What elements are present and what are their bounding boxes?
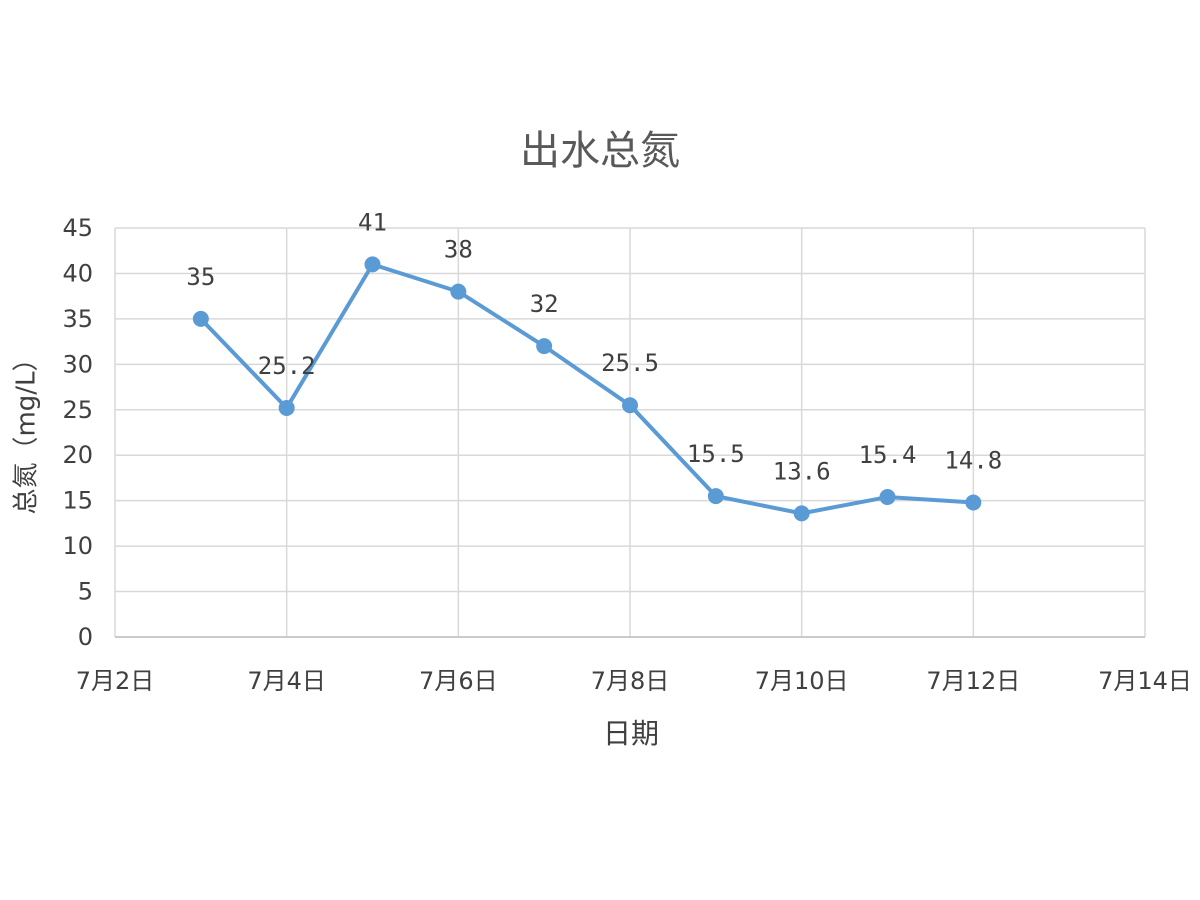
data-point — [879, 489, 896, 506]
data-point — [364, 256, 381, 273]
y-tick-label: 0 — [78, 623, 93, 651]
data-label: 35 — [186, 263, 215, 291]
y-tick-label: 20 — [62, 441, 93, 469]
data-point — [622, 397, 638, 414]
data-point — [965, 494, 982, 511]
data-label: 15.4 — [859, 441, 917, 469]
y-tick-label: 10 — [62, 532, 93, 560]
data-point — [450, 283, 467, 300]
chart-title: 出水总氮 — [520, 128, 680, 174]
data-point — [192, 310, 209, 327]
y-tick-label: 35 — [62, 305, 93, 333]
data-label: 15.5 — [687, 440, 745, 468]
data-label: 38 — [444, 236, 473, 264]
x-tick-label: 7月2日 — [76, 667, 155, 695]
x-tick-label: 7月8日 — [591, 667, 670, 695]
x-tick-label: 7月10日 — [755, 667, 849, 695]
data-point — [536, 338, 553, 355]
data-label: 32 — [530, 290, 559, 318]
data-label: 41 — [358, 208, 387, 236]
x-tick-label: 7月4日 — [247, 667, 326, 695]
data-point — [793, 505, 810, 522]
data-point — [707, 488, 724, 505]
data-label: 25.5 — [601, 349, 659, 377]
y-tick-label: 5 — [78, 578, 93, 606]
y-tick-label: 30 — [62, 350, 93, 378]
y-tick-label: 40 — [62, 259, 93, 287]
x-axis-title: 日期 — [602, 717, 660, 750]
y-tick-label: 45 — [62, 214, 93, 242]
data-point — [278, 399, 295, 416]
data-label: 14.8 — [944, 446, 1002, 474]
data-label: 13.6 — [773, 457, 831, 485]
data-label: 25.2 — [258, 352, 316, 380]
x-tick-label: 7月12日 — [926, 667, 1020, 695]
series-line — [199, 262, 974, 516]
x-tick-label: 7月6日 — [419, 667, 498, 695]
y-tick-label: 25 — [62, 396, 93, 424]
y-tick-label: 15 — [62, 487, 93, 515]
x-tick-label: 7月14日 — [1098, 667, 1192, 695]
